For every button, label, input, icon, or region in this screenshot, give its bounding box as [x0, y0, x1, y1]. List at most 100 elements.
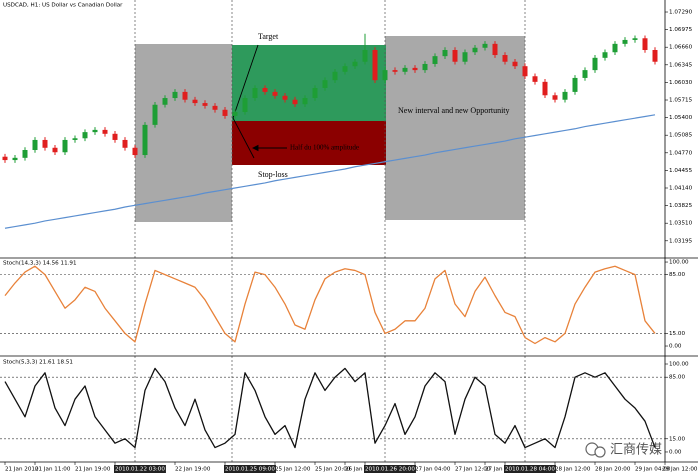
candle-body: [272, 91, 278, 96]
target-zone: [232, 45, 386, 121]
candle-body: [532, 76, 538, 82]
y-tick-label: 1.03825: [669, 203, 693, 209]
candle-body: [142, 124, 148, 156]
y-tick-label: 1.04770: [669, 150, 693, 156]
y-tick-label: 15.00: [669, 331, 685, 337]
x-tick-label: 28 Jan 20:00: [595, 467, 631, 473]
y-tick-label: 15.00: [669, 436, 685, 442]
stop-zone: [232, 121, 386, 165]
candle-body: [62, 139, 68, 153]
candle-body: [542, 81, 548, 96]
candle-body: [182, 91, 188, 100]
candle-body: [302, 98, 308, 105]
candle-body: [612, 43, 618, 53]
icon: [594, 446, 606, 458]
candle-body: [402, 67, 408, 72]
y-tick-label: 1.05715: [669, 98, 693, 104]
candle-body: [92, 129, 98, 133]
x-tick-label: 29 Jan 12:00: [662, 467, 698, 473]
x-tick-label: 26 Jan 04:00: [345, 467, 381, 473]
x-tick-highlight: [504, 465, 556, 473]
candle-body: [172, 91, 178, 99]
candle-body: [652, 50, 658, 62]
candle-body: [252, 87, 258, 99]
x-tick-label: 2010.01.28 04:00: [505, 467, 555, 473]
candle-body: [412, 67, 418, 71]
x-tick-label: 27 Jan 20:00: [485, 467, 521, 473]
range-box: [385, 36, 525, 220]
x-tick-highlight: [364, 465, 416, 473]
annotation: New interval and new Opportunity: [398, 106, 510, 115]
x-tick-label: 25 Jan 20:00: [315, 467, 351, 473]
y-tick-label: 1.06345: [669, 62, 693, 68]
y-tick-label: 100.00: [669, 362, 689, 368]
candle-body: [562, 91, 568, 100]
candle-body: [282, 95, 288, 100]
y-tick-label: 1.05400: [669, 115, 693, 121]
candle-body: [342, 66, 348, 72]
y-tick-label: 1.07290: [669, 10, 693, 16]
y-tick-label: 1.03510: [669, 221, 693, 227]
annotation: Target: [258, 32, 279, 41]
candle-body: [72, 138, 78, 140]
candle-body: [102, 129, 108, 134]
candle-body: [82, 132, 88, 139]
candle-body: [352, 61, 358, 67]
candle-body: [52, 147, 58, 153]
annotation: Stop-loss: [258, 170, 288, 179]
candle-body: [262, 87, 268, 92]
annotation-line: [232, 44, 259, 119]
candle-body: [622, 39, 628, 44]
y-tick-label: 1.06030: [669, 80, 693, 86]
y-tick-label: 1.06660: [669, 45, 693, 51]
candle-body: [202, 103, 208, 106]
x-tick-label: 29 Jan 04:00: [635, 467, 671, 473]
panel-title: Stoch(5,3,3) 21.61 18.51: [3, 360, 73, 366]
candle-body: [482, 43, 488, 48]
candle-body: [332, 71, 338, 81]
x-tick-label: 21 Jan 19:00: [75, 467, 111, 473]
candle-body: [552, 95, 558, 100]
candle-body: [522, 66, 528, 77]
x-tick-label: 27 Jan 12:00: [455, 467, 491, 473]
candle-body: [492, 43, 498, 56]
candle-body: [452, 50, 458, 62]
stochastic-line: [4, 265, 656, 345]
candle-body: [432, 56, 438, 64]
y-tick-label: 0.00: [669, 344, 682, 350]
candle-body: [422, 63, 428, 71]
y-tick-label: 85.00: [669, 272, 685, 278]
candle-body: [382, 70, 388, 81]
candle-body: [312, 87, 318, 99]
moving-average: [4, 114, 656, 229]
x-tick-label: 2010.01.25 09:00: [225, 467, 275, 473]
candle-body: [392, 70, 398, 72]
arrow-head: [251, 144, 259, 152]
candle-body: [32, 139, 38, 151]
x-tick-label: 2010.01.22 03:00: [115, 467, 165, 473]
candle-body: [592, 57, 598, 71]
range-box: [135, 44, 232, 222]
y-tick-label: 1.05085: [669, 133, 693, 139]
x-tick-highlight: [224, 465, 276, 473]
x-tick-label: 21 Jan 11:00: [35, 467, 71, 473]
candle-body: [222, 109, 228, 116]
candle-body: [212, 105, 218, 110]
x-tick-label: 2010.01.26 20:00: [365, 467, 415, 473]
y-tick-label: 0.00: [669, 449, 682, 455]
candle-body: [292, 99, 298, 105]
watermark-icon: [585, 442, 606, 458]
x-tick-label: 25 Jan 12:00: [275, 467, 311, 473]
x-tick-highlight: [114, 465, 166, 473]
panel-title: Stoch(14,3,3) 14.56 11.91: [3, 261, 77, 267]
candle-body: [42, 139, 48, 148]
candle-body: [112, 133, 118, 140]
y-tick-label: 1.04455: [669, 168, 693, 174]
chart-title: USDCAD, H1: US Dollar vs Canadian Dollar: [3, 3, 123, 9]
watermark: 汇商传媒: [610, 443, 662, 458]
candle-body: [642, 38, 648, 51]
candle-body: [502, 55, 508, 62]
candle-body: [572, 77, 578, 92]
